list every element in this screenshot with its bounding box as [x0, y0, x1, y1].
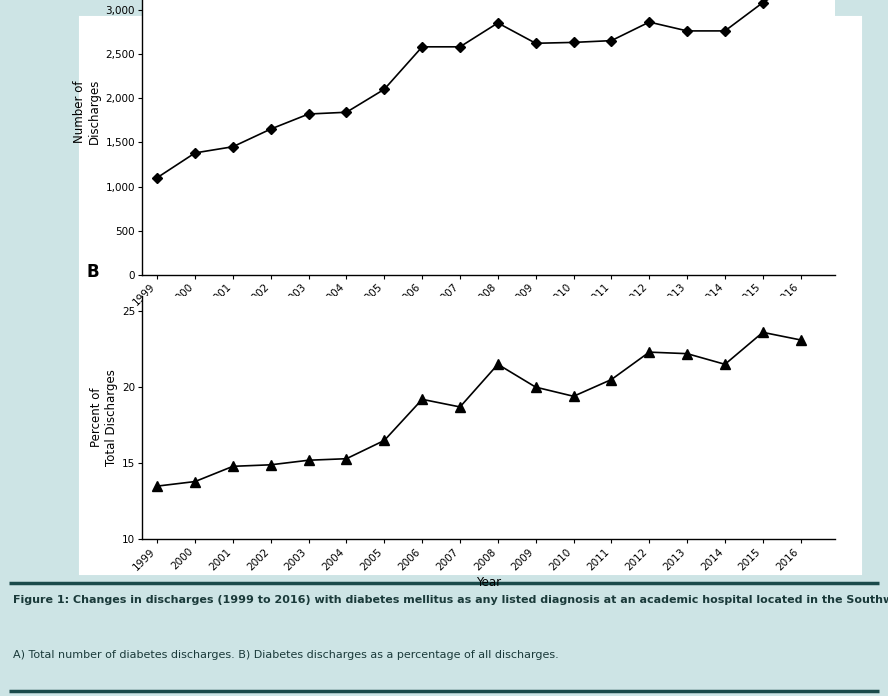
X-axis label: Year: Year — [476, 312, 501, 325]
Text: B: B — [87, 263, 99, 281]
Y-axis label: Percent of
Total Discharges: Percent of Total Discharges — [90, 369, 118, 466]
X-axis label: Year: Year — [476, 576, 501, 590]
Y-axis label: Number of
Discharges: Number of Discharges — [74, 79, 101, 144]
Text: A) Total number of diabetes discharges. B) Diabetes discharges as a percentage o: A) Total number of diabetes discharges. … — [13, 650, 559, 660]
Text: Figure 1: Changes in discharges (1999 to 2016) with diabetes mellitus as any lis: Figure 1: Changes in discharges (1999 to… — [13, 595, 888, 605]
